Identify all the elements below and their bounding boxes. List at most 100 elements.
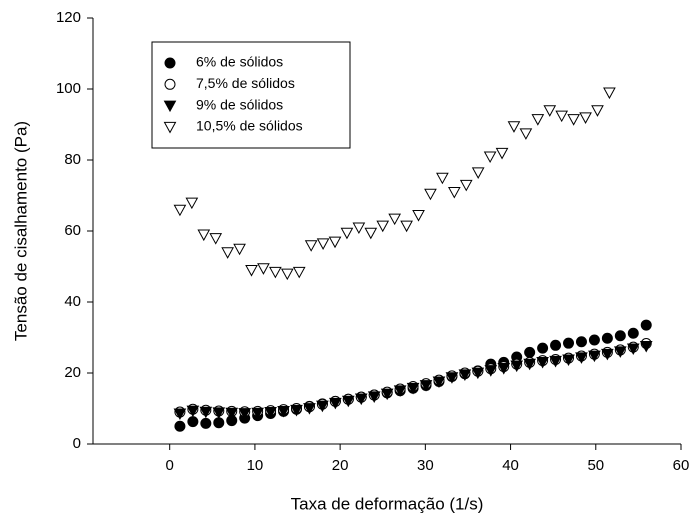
marker (424, 188, 437, 201)
marker (601, 332, 613, 344)
marker (316, 238, 330, 250)
series (174, 338, 652, 418)
marker (471, 167, 485, 179)
marker (497, 363, 511, 375)
series (173, 87, 616, 281)
marker (393, 385, 407, 397)
marker (290, 404, 303, 417)
y-tick-label: 0 (73, 435, 81, 452)
marker (519, 128, 533, 140)
marker (459, 179, 473, 192)
marker (174, 420, 186, 432)
marker (471, 367, 485, 380)
marker (303, 403, 316, 415)
marker (197, 229, 211, 242)
legend: 6% de sólidos 7,5% de sólidos 9% de sólido… (151, 41, 351, 149)
x-tick-label: 60 (673, 457, 690, 474)
marker (626, 343, 640, 356)
marker (173, 204, 187, 217)
marker (436, 172, 449, 185)
marker (579, 112, 592, 124)
x-tick-label: 30 (417, 457, 434, 474)
y-tick-label: 20 (64, 364, 81, 381)
marker (380, 388, 394, 401)
marker (412, 210, 425, 222)
marker (458, 369, 472, 381)
marker (575, 336, 587, 348)
marker (483, 151, 497, 163)
marker (238, 408, 252, 420)
marker (550, 339, 562, 351)
marker (209, 233, 223, 245)
marker (627, 327, 639, 339)
marker (233, 243, 246, 256)
marker (484, 365, 498, 377)
marker (340, 227, 354, 240)
marker (257, 263, 270, 275)
y-tick-label: 40 (64, 293, 81, 310)
marker (562, 354, 575, 367)
marker (251, 407, 264, 420)
marker (264, 407, 277, 419)
marker (280, 268, 294, 281)
marker (531, 114, 545, 126)
marker (367, 391, 381, 403)
marker (164, 57, 176, 69)
marker (614, 330, 626, 342)
marker (555, 110, 569, 123)
x-tick-label: 0 (166, 457, 174, 474)
marker (245, 265, 258, 277)
legend-label: 9% de sólidos (196, 96, 283, 112)
marker (329, 397, 342, 410)
marker (613, 346, 627, 358)
marker (354, 393, 368, 406)
marker (567, 114, 580, 126)
marker (543, 105, 557, 117)
marker (400, 220, 413, 233)
x-tick-label: 20 (332, 457, 349, 474)
marker (388, 213, 402, 226)
legend-label: 10,5% de sólidos (196, 118, 303, 134)
marker (536, 356, 549, 369)
legend-label: 7,5% de sólidos (196, 75, 295, 91)
x-axis-title: Taxa de deformação (1/s) (291, 494, 484, 513)
marker (588, 350, 601, 363)
legend-label: 6% de sólidos (196, 54, 283, 70)
marker (199, 406, 213, 419)
marker (316, 400, 329, 413)
marker (523, 358, 536, 371)
marker (376, 220, 390, 233)
marker (173, 408, 187, 421)
marker (524, 346, 536, 358)
y-axis-title: Tensão de cisalhamento (Pa) (11, 121, 30, 341)
marker (510, 360, 524, 373)
marker (200, 417, 212, 429)
marker (269, 266, 282, 279)
marker (352, 222, 366, 234)
marker (419, 380, 433, 392)
y-tick-label: 100 (56, 80, 81, 97)
marker (364, 227, 378, 240)
marker (213, 417, 225, 429)
marker (341, 395, 355, 408)
marker (163, 121, 177, 134)
marker (640, 319, 652, 331)
marker (225, 407, 239, 420)
marker (304, 240, 318, 252)
marker (164, 78, 176, 90)
marker (588, 334, 600, 346)
y-tick-label: 80 (64, 151, 81, 168)
x-tick-label: 40 (502, 457, 519, 474)
marker (495, 147, 509, 160)
marker (185, 197, 199, 210)
y-tick-label: 60 (64, 222, 81, 239)
marker (328, 236, 342, 249)
marker (575, 352, 588, 364)
x-tick-label: 50 (587, 457, 604, 474)
marker (163, 100, 177, 113)
series (173, 341, 653, 421)
marker (432, 376, 446, 389)
marker (591, 105, 604, 117)
legend-box (151, 41, 351, 149)
